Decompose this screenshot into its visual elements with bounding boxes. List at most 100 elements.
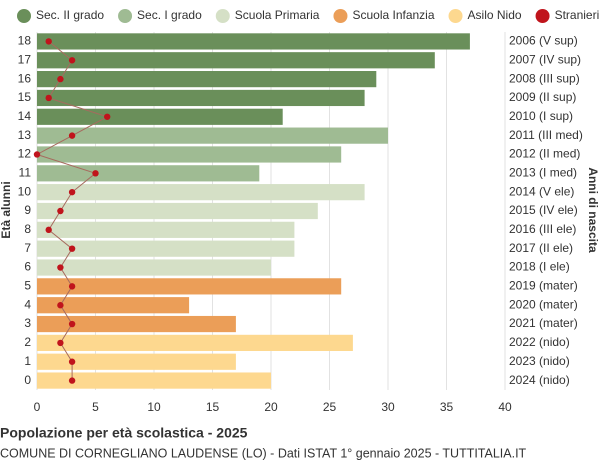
point xyxy=(57,207,64,215)
point xyxy=(57,264,64,271)
y-tick-label: 1 xyxy=(24,354,31,368)
y2-tick-label: 2012 (II med) xyxy=(509,147,580,161)
y-tick-label: 12 xyxy=(18,147,32,161)
legend-marker xyxy=(535,9,550,23)
y2-tick-label: 2015 (IV ele) xyxy=(509,203,578,217)
y-tick-label: 9 xyxy=(24,203,31,217)
y2-tick-label: 2009 (II sup) xyxy=(509,90,576,104)
legend-label: Scuola Infanzia xyxy=(352,8,434,22)
bar xyxy=(37,372,271,389)
y2-tick-label: 2006 (V sup) xyxy=(509,34,578,48)
point xyxy=(45,38,52,45)
legend-label: Sec. II grado xyxy=(36,8,104,22)
y2-tick-label: 2018 (I ele) xyxy=(509,260,570,274)
y2-tick-label: 2016 (III ele) xyxy=(509,222,576,236)
bar xyxy=(37,353,236,370)
x-tick-label: 25 xyxy=(323,400,337,414)
legend-marker xyxy=(215,9,230,23)
y2-tick-label: 2011 (III med) xyxy=(509,128,583,142)
y2-tick-label: 2021 (mater) xyxy=(509,316,578,330)
y2-tick-label: 2022 (nido) xyxy=(509,335,570,349)
x-tick-label: 40 xyxy=(498,400,512,414)
x-tick-label: 20 xyxy=(264,400,278,414)
bar xyxy=(37,89,365,107)
chart-title: Popolazione per età scolastica - 2025 xyxy=(0,425,248,441)
y-tick-label: 17 xyxy=(18,52,32,66)
y2-tick-label: 2019 (mater) xyxy=(509,279,578,293)
y-tick-label: 8 xyxy=(24,222,31,236)
point xyxy=(68,320,76,328)
y2-tick-label: 2007 (IV sup) xyxy=(509,52,581,66)
y-tick-label: 5 xyxy=(24,279,31,293)
bar xyxy=(37,202,318,220)
x-tick-label: 0 xyxy=(34,400,41,414)
y2-tick-label: 2014 (V ele) xyxy=(509,184,574,198)
y2-tick-label: 2020 (mater) xyxy=(509,297,578,311)
point xyxy=(68,188,76,196)
chart-subtitle: COMUNE DI CORNEGLIANO LAUDENSE (LO) - Da… xyxy=(0,446,527,460)
point xyxy=(68,283,76,290)
bar xyxy=(37,127,388,144)
bar xyxy=(37,278,342,295)
point xyxy=(68,358,76,365)
bar xyxy=(37,297,190,314)
y-tick-label: 2 xyxy=(24,335,31,349)
bar xyxy=(37,108,283,125)
point xyxy=(68,57,76,64)
y-tick-label: 14 xyxy=(18,109,32,123)
bar xyxy=(37,240,295,257)
y-tick-label: 7 xyxy=(24,241,31,255)
bar xyxy=(37,52,435,69)
bar xyxy=(37,33,470,50)
point xyxy=(68,377,76,384)
x-tick-label: 30 xyxy=(381,400,395,414)
legend-marker xyxy=(118,9,133,23)
point xyxy=(33,151,41,158)
point xyxy=(68,132,76,139)
legend-marker xyxy=(333,9,348,23)
y-axis-label: Età alunni xyxy=(0,181,13,238)
y-tick-label: 0 xyxy=(24,373,31,387)
x-tick-label: 15 xyxy=(206,400,220,414)
y2-tick-label: 2010 (I sup) xyxy=(509,109,573,123)
bar xyxy=(37,184,365,201)
bar xyxy=(37,165,260,182)
y-tick-label: 18 xyxy=(18,34,32,48)
y-tick-label: 15 xyxy=(18,90,32,104)
point xyxy=(104,113,111,120)
bar xyxy=(37,259,271,276)
y-tick-label: 11 xyxy=(19,165,32,179)
bar xyxy=(37,71,377,88)
x-tick-label: 5 xyxy=(92,400,99,414)
point xyxy=(57,302,64,309)
y2-tick-label: 2013 (I med) xyxy=(509,165,577,179)
bar xyxy=(37,146,342,163)
point xyxy=(68,245,76,252)
y-tick-label: 6 xyxy=(24,260,31,274)
bar xyxy=(37,221,295,238)
legend-marker xyxy=(448,9,463,23)
legend-label: Scuola Primaria xyxy=(235,8,320,22)
legend-label: Asilo Nido xyxy=(468,8,522,22)
y2-tick-label: 2017 (II ele) xyxy=(509,241,573,255)
point xyxy=(57,339,64,347)
bar xyxy=(37,334,353,351)
point xyxy=(45,226,52,234)
legend-label: Stranieri xyxy=(555,8,600,22)
y2-axis-label: Anni di nascita xyxy=(586,167,600,253)
y-tick-label: 4 xyxy=(24,297,31,311)
y-tick-label: 10 xyxy=(18,184,32,198)
x-tick-label: 10 xyxy=(147,400,161,414)
y2-tick-label: 2024 (nido) xyxy=(509,373,570,387)
y-tick-label: 3 xyxy=(24,316,31,330)
point xyxy=(92,170,99,177)
y2-tick-label: 2008 (III sup) xyxy=(509,71,580,85)
x-tick-label: 35 xyxy=(440,400,454,414)
y2-tick-label: 2023 (nido) xyxy=(509,354,570,368)
y-tick-label: 16 xyxy=(18,71,32,85)
point xyxy=(45,94,52,102)
legend-marker xyxy=(17,9,31,23)
point xyxy=(57,75,64,83)
y-tick-label: 13 xyxy=(18,128,32,142)
